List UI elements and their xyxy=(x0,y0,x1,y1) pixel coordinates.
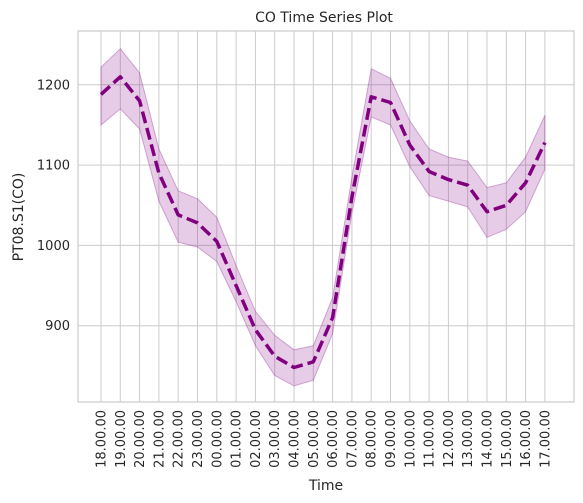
x-tick-label: 20.00.00 xyxy=(133,410,148,468)
x-tick-label: 13.00.00 xyxy=(461,410,476,468)
x-tick-label: 17.00.00 xyxy=(538,410,553,468)
x-tick-label: 06.00.00 xyxy=(326,410,341,468)
x-tick-label: 14.00.00 xyxy=(481,410,496,468)
x-tick-label: 21.00.00 xyxy=(152,410,167,468)
x-tick-labels: 18.00.00 19.00.00 20.00.00 21.00.00 22.00.00… xyxy=(95,410,554,468)
x-tick-label: 16.00.00 xyxy=(519,410,534,468)
y-tick-label: 900 xyxy=(45,319,70,334)
x-tick-label: 11.00.00 xyxy=(423,410,438,468)
grid-lines xyxy=(78,31,574,402)
x-tick-label: 19.00.00 xyxy=(114,410,129,468)
confidence-band xyxy=(100,47,546,387)
x-tick-label: 23.00.00 xyxy=(191,410,206,468)
x-tick-label: 03.00.00 xyxy=(268,410,283,468)
x-tick-label: 22.00.00 xyxy=(172,410,187,468)
x-tick-label: 10.00.00 xyxy=(403,410,418,468)
x-tick-label: 12.00.00 xyxy=(442,410,457,468)
x-tick-label: 18.00.00 xyxy=(95,410,110,468)
y-tick-labels: 900 1000 1100 1200 xyxy=(37,78,70,334)
y-tick-label: 1200 xyxy=(37,78,70,93)
x-tick-label: 00.00.00 xyxy=(210,410,225,468)
y-tick-label: 1000 xyxy=(37,239,70,254)
confidence-band-area xyxy=(100,47,546,387)
x-tick-label: 01.00.00 xyxy=(230,410,245,468)
x-tick-label: 09.00.00 xyxy=(384,410,399,468)
series-line xyxy=(99,75,547,370)
x-tick-label: 07.00.00 xyxy=(345,410,360,468)
series-line-path xyxy=(99,75,547,370)
x-tick-label: 15.00.00 xyxy=(500,410,515,468)
y-tick-label: 1100 xyxy=(37,159,70,174)
chart-title: CO Time Series Plot xyxy=(255,10,393,26)
x-tick-label: 08.00.00 xyxy=(365,410,380,468)
y-axis-label: PT08.S1(CO) xyxy=(11,173,27,262)
x-axis-label: Time xyxy=(308,478,343,494)
x-tick-label: 02.00.00 xyxy=(249,410,264,468)
x-tick-label: 05.00.00 xyxy=(307,410,322,468)
x-tick-label: 04.00.00 xyxy=(288,410,303,468)
plot-frame xyxy=(77,30,575,403)
